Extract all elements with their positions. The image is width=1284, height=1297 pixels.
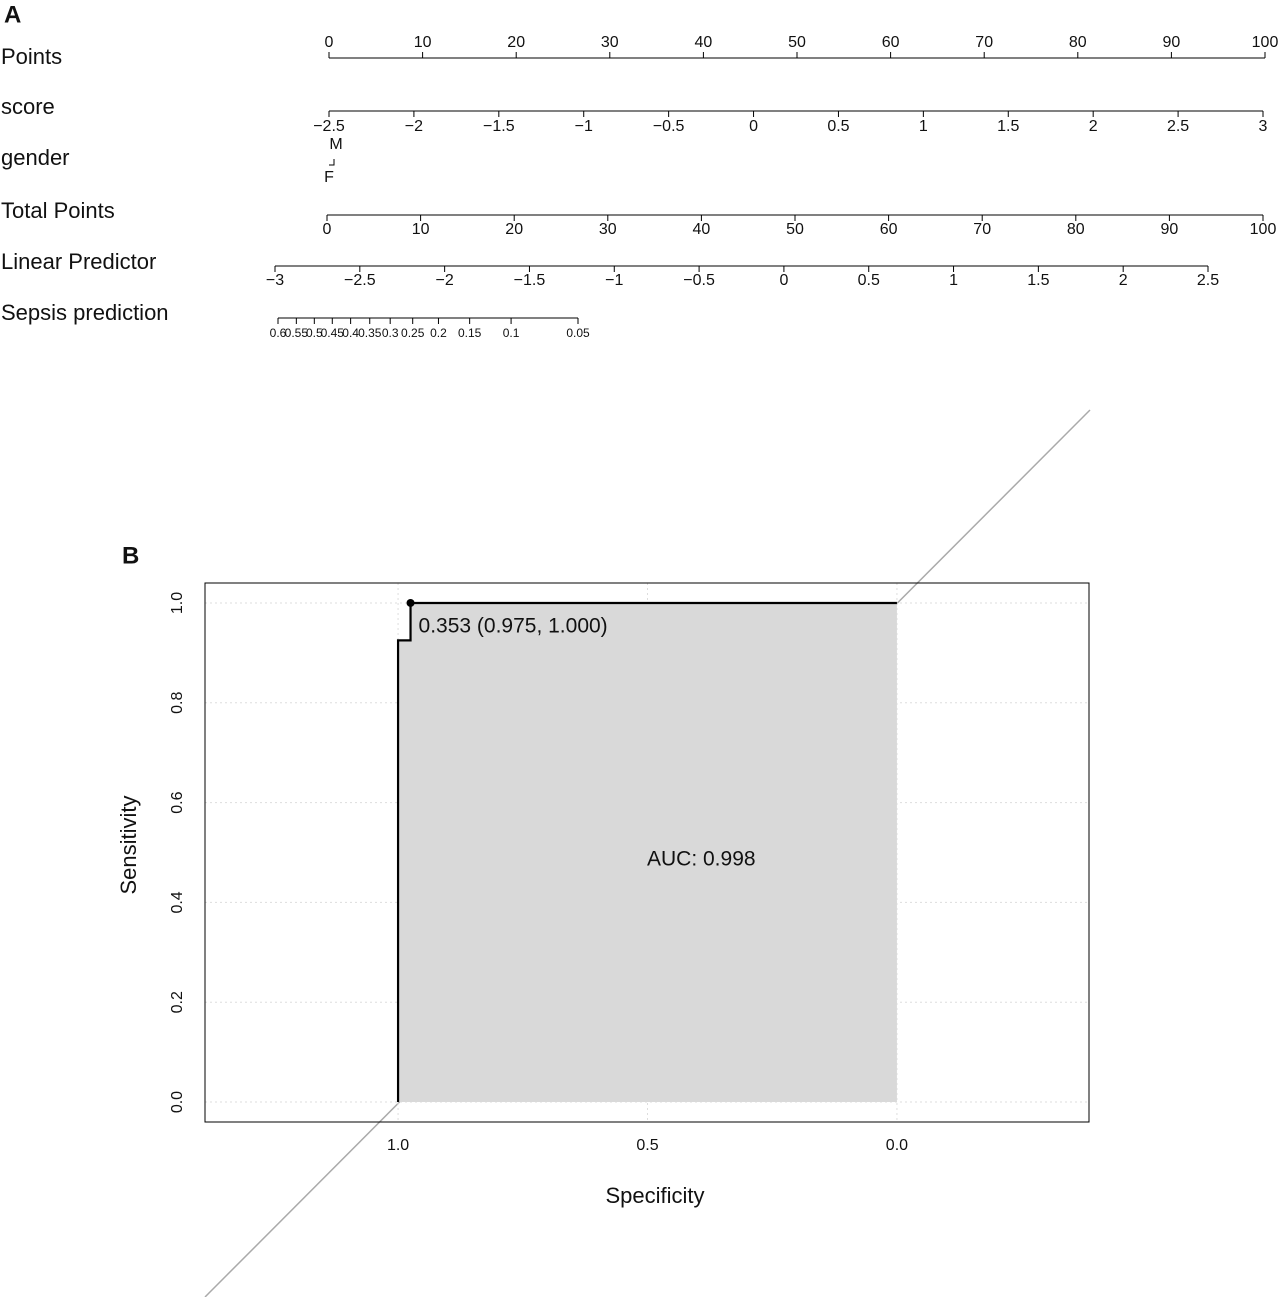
auc-area <box>398 602 897 1103</box>
level-connector <box>329 159 335 166</box>
row-label: gender <box>1 145 70 170</box>
tick-label: 0.2 <box>430 326 447 340</box>
tick-label: 0.05 <box>566 326 590 340</box>
tick-label: 10 <box>412 221 430 238</box>
row-label: Sepsis prediction <box>1 300 169 325</box>
tick-label: 30 <box>601 34 619 51</box>
tick-label: 0.45 <box>321 326 345 340</box>
roc-curve <box>396 601 897 1103</box>
tick-label: 0.6 <box>270 326 287 340</box>
tick-label: −3 <box>266 272 284 289</box>
level-label: F <box>324 169 334 186</box>
tick-label: 0 <box>323 221 332 238</box>
tick-label: 2 <box>1089 118 1098 135</box>
tick-label: 60 <box>880 221 898 238</box>
y-tick-label: 0.0 <box>169 1091 186 1113</box>
tick-label: 1 <box>919 118 928 135</box>
tick-label: 0.55 <box>285 326 309 340</box>
tick-label: 60 <box>882 34 900 51</box>
x-tick-label: 0.5 <box>636 1137 658 1154</box>
tick-label: −1.5 <box>483 118 515 135</box>
tick-label: −2 <box>436 272 454 289</box>
tick-label: 40 <box>695 34 713 51</box>
tick-label: 3 <box>1259 118 1268 135</box>
tick-label: 100 <box>1250 221 1277 238</box>
tick-label: −1.5 <box>514 272 546 289</box>
tick-label: 0.15 <box>458 326 482 340</box>
tick-label: 0.1 <box>503 326 520 340</box>
tick-label: 50 <box>786 221 804 238</box>
tick-label: 0.5 <box>858 272 880 289</box>
panel-label: B <box>122 542 139 569</box>
panel-label: A <box>4 1 21 28</box>
tick-label: 20 <box>507 34 525 51</box>
tick-label: 40 <box>693 221 711 238</box>
tick-label: 0.3 <box>382 326 399 340</box>
y-tick-label: 0.4 <box>169 891 186 913</box>
row-label: Points <box>1 44 62 69</box>
tick-label: −1 <box>605 272 623 289</box>
y-tick-label: 0.8 <box>169 692 186 714</box>
auc-label: AUC: 0.998 <box>647 848 756 871</box>
tick-label: 1.5 <box>1027 272 1049 289</box>
tick-label: 0 <box>325 34 334 51</box>
tick-label: 0.5 <box>306 326 323 340</box>
tick-label: 80 <box>1069 34 1087 51</box>
row-label: Total Points <box>1 198 115 223</box>
x-tick-label: 1.0 <box>387 1137 409 1154</box>
tick-label: 0.35 <box>358 326 382 340</box>
tick-label: −2 <box>405 118 423 135</box>
tick-label: 10 <box>414 34 432 51</box>
tick-label: −2.5 <box>313 118 345 135</box>
tick-label: 100 <box>1252 34 1279 51</box>
tick-label: 90 <box>1161 221 1179 238</box>
x-axis-label: Specificity <box>605 1183 704 1208</box>
tick-label: 0.25 <box>401 326 425 340</box>
y-tick-label: 0.2 <box>169 991 186 1013</box>
tick-label: 0.4 <box>342 326 359 340</box>
tick-label: 1 <box>949 272 958 289</box>
tick-label: −0.5 <box>683 272 715 289</box>
row-label: score <box>1 94 55 119</box>
plot-frame <box>204 582 1090 1123</box>
y-tick-label: 0.6 <box>169 791 186 813</box>
y-axis-label: Sensitivity <box>116 795 141 894</box>
threshold-point <box>406 598 415 607</box>
tick-label: −2.5 <box>344 272 376 289</box>
tick-label: 50 <box>788 34 806 51</box>
tick-label: 70 <box>973 221 991 238</box>
tick-label: 0.5 <box>827 118 849 135</box>
tick-label: 20 <box>505 221 523 238</box>
tick-label: 90 <box>1163 34 1181 51</box>
tick-label: 1.5 <box>997 118 1019 135</box>
tick-label: −1 <box>575 118 593 135</box>
level-label: M <box>329 136 342 153</box>
tick-label: 30 <box>599 221 617 238</box>
tick-label: 80 <box>1067 221 1085 238</box>
tick-label: 2.5 <box>1167 118 1189 135</box>
tick-label: 2 <box>1119 272 1128 289</box>
tick-label: 0 <box>749 118 758 135</box>
tick-label: −0.5 <box>653 118 685 135</box>
x-tick-label: 0.0 <box>886 1137 908 1154</box>
threshold-label: 0.353 (0.975, 1.000) <box>419 615 608 638</box>
row-label: Linear Predictor <box>1 249 156 274</box>
tick-label: 0 <box>779 272 788 289</box>
tick-label: 2.5 <box>1197 272 1219 289</box>
y-tick-label: 1.0 <box>169 592 186 614</box>
tick-label: 70 <box>975 34 993 51</box>
